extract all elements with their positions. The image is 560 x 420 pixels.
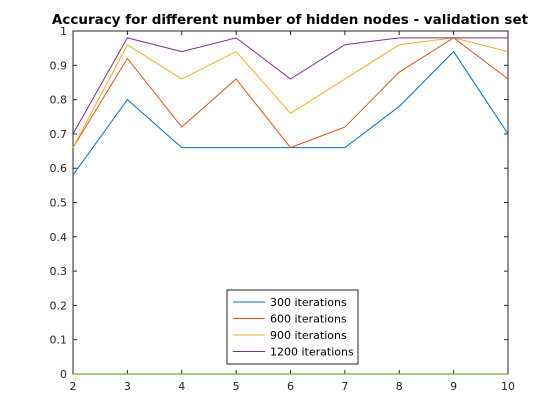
y-tick-label: 0.2: [50, 299, 68, 312]
series-line-3: [72, 37, 509, 148]
x-tick-label: 7: [341, 380, 348, 393]
series-line-4: [72, 37, 508, 135]
y-tick-label: 0.7: [50, 128, 68, 141]
y-tick-label: 0.8: [50, 94, 68, 107]
x-tick-label: 10: [501, 380, 515, 393]
legend: 300 iterations 600 iterations 900 iteratio…: [226, 289, 359, 365]
x-tick-label: 5: [233, 380, 240, 393]
legend-label: 1200 iterations: [270, 346, 354, 359]
x-tick-label: 8: [396, 380, 403, 393]
y-tick-label: 0.4: [50, 231, 68, 244]
plot-area: 2 3 4 5 6 7 8 9 10 0 0.1 0.2 0.3 0.4 0.5 0.6 0.7 0.8 0.9 1: [50, 25, 516, 393]
y-tick-label: 0.5: [50, 197, 68, 210]
y-tick-label: 1: [60, 25, 67, 38]
x-tick-label: 2: [70, 380, 77, 393]
y-tick-label: 0: [60, 368, 67, 381]
y-tick-label: 0.6: [50, 162, 68, 175]
y-tick-label: 0.3: [50, 265, 68, 278]
chart-title: Accuracy for different number of hidden …: [52, 12, 529, 28]
x-tick-label: 3: [124, 380, 131, 393]
series-line-2: [72, 37, 509, 149]
x-tick-label: 6: [287, 380, 294, 393]
x-tick-label: 9: [450, 380, 457, 393]
x-tick-label: 4: [178, 380, 185, 393]
legend-label: 300 iterations: [270, 296, 347, 309]
legend-label: 900 iterations: [270, 329, 347, 342]
y-tick-label: 0.1: [50, 334, 68, 347]
y-tick-label: 0.9: [50, 59, 68, 72]
legend-label: 600 iterations: [270, 313, 347, 326]
